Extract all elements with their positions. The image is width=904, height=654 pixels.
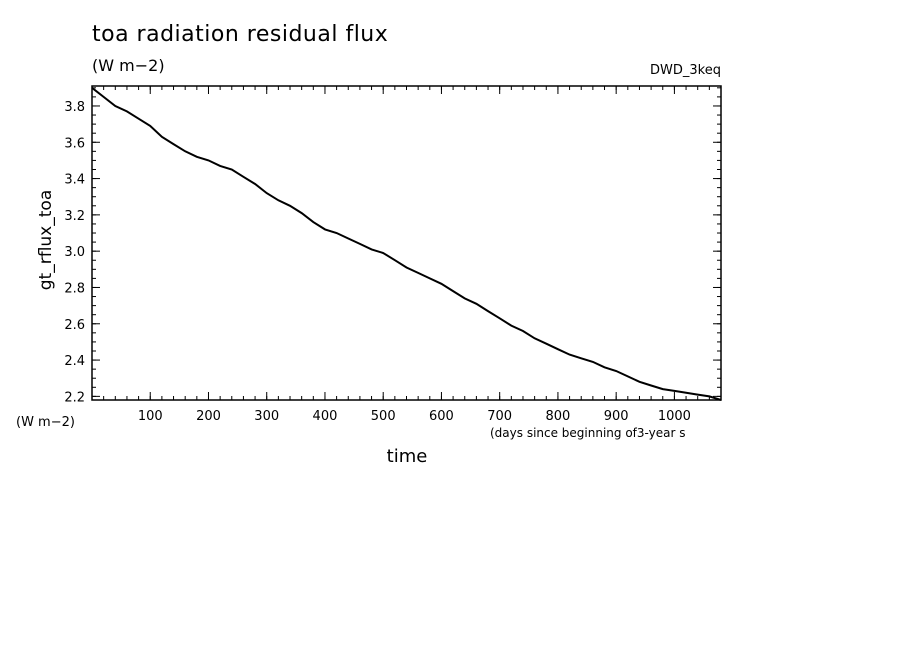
x-tick-label: 300 [254, 409, 279, 424]
units-label-bottom: (W m−2) [16, 415, 75, 430]
y-tick-label: 3.2 [64, 209, 85, 224]
plot-frame [91, 85, 722, 401]
y-tick-label: 2.6 [64, 318, 85, 333]
x-tick-label: 600 [429, 409, 454, 424]
x-tick-label: 900 [604, 409, 629, 424]
x-tick-label: 500 [371, 409, 396, 424]
y-tick-label: 3.8 [64, 100, 85, 115]
y-tick-label: 2.2 [64, 390, 85, 405]
y-tick-label: 2.8 [64, 281, 85, 296]
x-axis-units-label: (days since beginning of3-year s [490, 426, 686, 440]
x-tick-label: 400 [313, 409, 338, 424]
x-tick-label: 1000 [658, 409, 691, 424]
series-line [91, 87, 722, 401]
x-tick-label: 800 [546, 409, 571, 424]
x-tick-label: 200 [196, 409, 221, 424]
x-tick-label: 700 [487, 409, 512, 424]
chart-title: toa radiation residual flux [92, 22, 389, 47]
x-tick-label: 100 [138, 409, 163, 424]
y-tick-label: 3.4 [64, 173, 85, 188]
x-axis-label: time [386, 446, 428, 467]
units-label-top: (W m−2) [92, 56, 165, 75]
y-tick-label: 3.6 [64, 136, 85, 151]
y-tick-label: 2.4 [64, 354, 85, 369]
y-tick-label: 3.0 [64, 245, 85, 260]
dataset-label: DWD_3keq [650, 63, 721, 78]
tick-labels: 100 200 300 400 500 600 700 800 900 1000 2.2 2.4 2.6… [64, 100, 691, 424]
axis-ticks [92, 86, 721, 400]
